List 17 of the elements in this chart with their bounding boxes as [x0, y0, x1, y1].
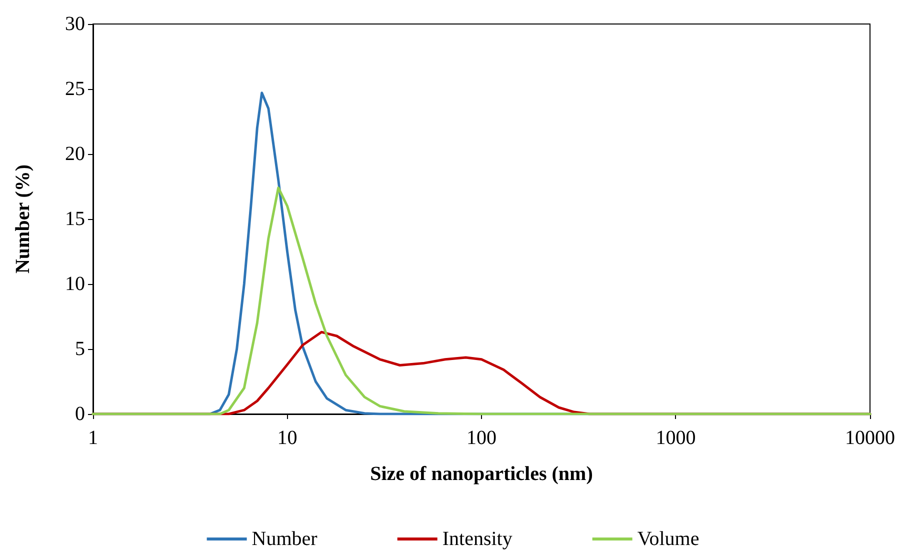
y-tick-label: 30 [65, 13, 85, 35]
y-tick-label: 5 [75, 338, 85, 360]
x-tick-label: 1000 [656, 427, 696, 449]
legend-label: Intensity [442, 528, 512, 550]
legend-label: Number [252, 528, 318, 550]
x-tick-label: 1 [88, 427, 98, 449]
x-tick-label: 10 [277, 427, 298, 449]
x-tick-label: 10000 [845, 427, 895, 449]
y-tick-label: 0 [75, 403, 85, 425]
legend-label: Volume [637, 528, 700, 550]
y-tick-label: 20 [65, 143, 85, 165]
x-tick-label: 100 [466, 427, 496, 449]
y-tick-label: 15 [65, 208, 85, 230]
x-axis-title: Size of nanoparticles (nm) [370, 463, 593, 485]
y-tick-label: 10 [65, 273, 85, 295]
y-tick-label: 25 [65, 78, 85, 100]
y-axis-title: Number (%) [12, 164, 34, 274]
